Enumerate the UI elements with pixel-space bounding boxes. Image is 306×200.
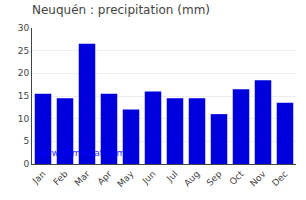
svg-text:www.allmetsat.com: www.allmetsat.com [37,148,125,158]
svg-text:Jul: Jul [164,169,179,184]
svg-text:Aug: Aug [182,169,202,189]
svg-text:5: 5 [23,136,29,146]
svg-text:10: 10 [18,114,30,124]
svg-text:Dec: Dec [270,169,289,188]
svg-text:20: 20 [18,68,30,78]
svg-text:Oct: Oct [228,168,246,186]
svg-text:Mar: Mar [73,169,92,188]
svg-text:Feb: Feb [51,169,70,188]
svg-text:Apr: Apr [96,169,114,187]
svg-text:0: 0 [23,159,29,169]
svg-text:May: May [115,168,136,189]
svg-text:Nov: Nov [248,168,268,188]
svg-text:30: 30 [18,23,30,33]
svg-text:25: 25 [18,46,29,56]
svg-text:Jun: Jun [140,169,158,187]
svg-text:Neuquén : precipitation (mm): Neuquén : precipitation (mm) [32,3,210,17]
svg-text:Sep: Sep [205,169,224,188]
svg-text:Jan: Jan [30,169,48,187]
svg-text:15: 15 [18,91,29,101]
